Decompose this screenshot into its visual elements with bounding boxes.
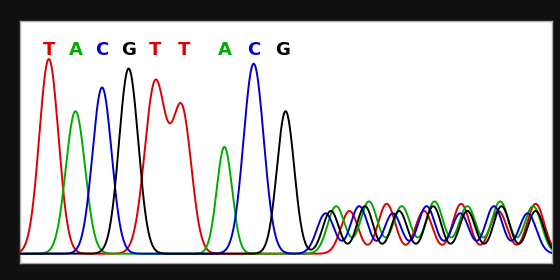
- Text: T: T: [178, 41, 191, 59]
- Text: A: A: [217, 41, 231, 59]
- Text: T: T: [149, 41, 161, 59]
- Text: G: G: [276, 41, 291, 59]
- Text: C: C: [247, 41, 260, 59]
- Text: G: G: [121, 41, 136, 59]
- Text: T: T: [43, 41, 55, 59]
- Text: C: C: [95, 41, 109, 59]
- Text: A: A: [68, 41, 82, 59]
